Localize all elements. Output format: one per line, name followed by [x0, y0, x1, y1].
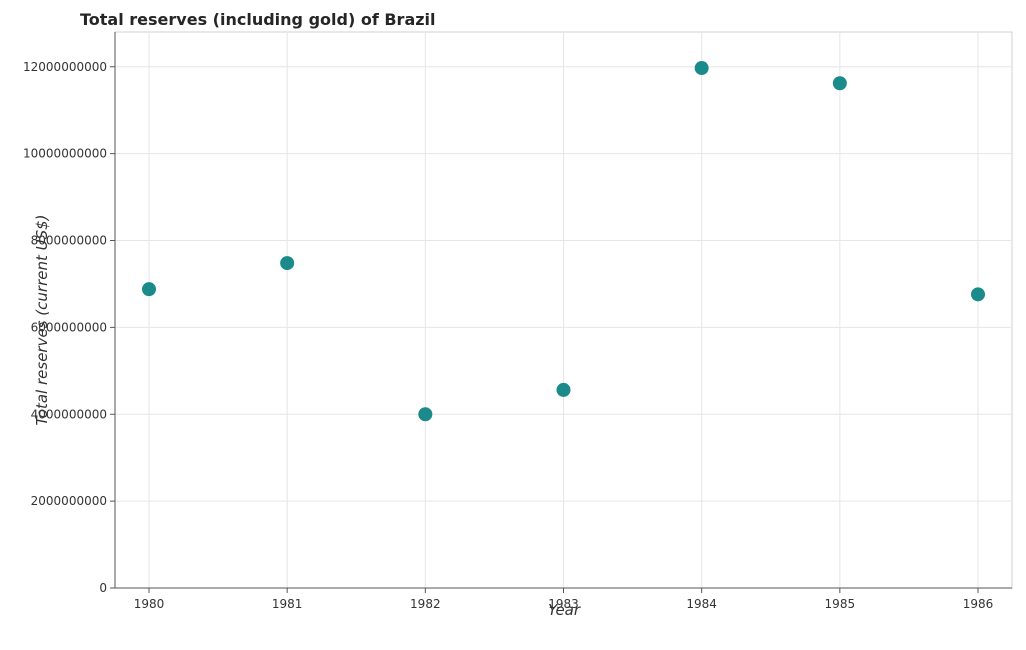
- y-tick-label: 6000000000: [31, 320, 107, 334]
- chart-title: Total reserves (including gold) of Brazi…: [80, 10, 436, 29]
- y-axis-title: Total reserves (current US$): [33, 214, 51, 425]
- data-point-1984: [694, 61, 709, 76]
- x-tick-label: 1984: [686, 597, 717, 611]
- x-tick-label: 1980: [134, 597, 165, 611]
- data-point-1980: [142, 282, 156, 297]
- data-point-1981: [280, 256, 295, 271]
- axes: 0 2000000000 4000000000 6000000000 800000000…: [23, 32, 1012, 611]
- x-axis-title: Year: [548, 601, 581, 619]
- y-tick-label: 2000000000: [31, 494, 107, 508]
- grid: [114, 31, 1013, 589]
- x-tick-label: 1986: [963, 597, 994, 611]
- data-point-1986: [971, 287, 985, 302]
- y-tick-label: 0: [99, 581, 107, 595]
- data-point-1983: [556, 382, 571, 397]
- y-tick-label: 12000000000: [23, 60, 107, 74]
- data-point-1985: [832, 76, 847, 91]
- x-tick-label: 1981: [272, 597, 303, 611]
- y-tick-label: 10000000000: [23, 147, 107, 161]
- y-tick-label: 4000000000: [31, 407, 107, 421]
- x-tick-label: 1982: [410, 597, 441, 611]
- data-point-1982: [418, 407, 433, 422]
- x-tick-label: 1985: [825, 597, 856, 611]
- data-points: [142, 61, 985, 422]
- x-tick-label: 1983: [548, 597, 579, 611]
- y-tick-label: 8000000000: [31, 234, 107, 248]
